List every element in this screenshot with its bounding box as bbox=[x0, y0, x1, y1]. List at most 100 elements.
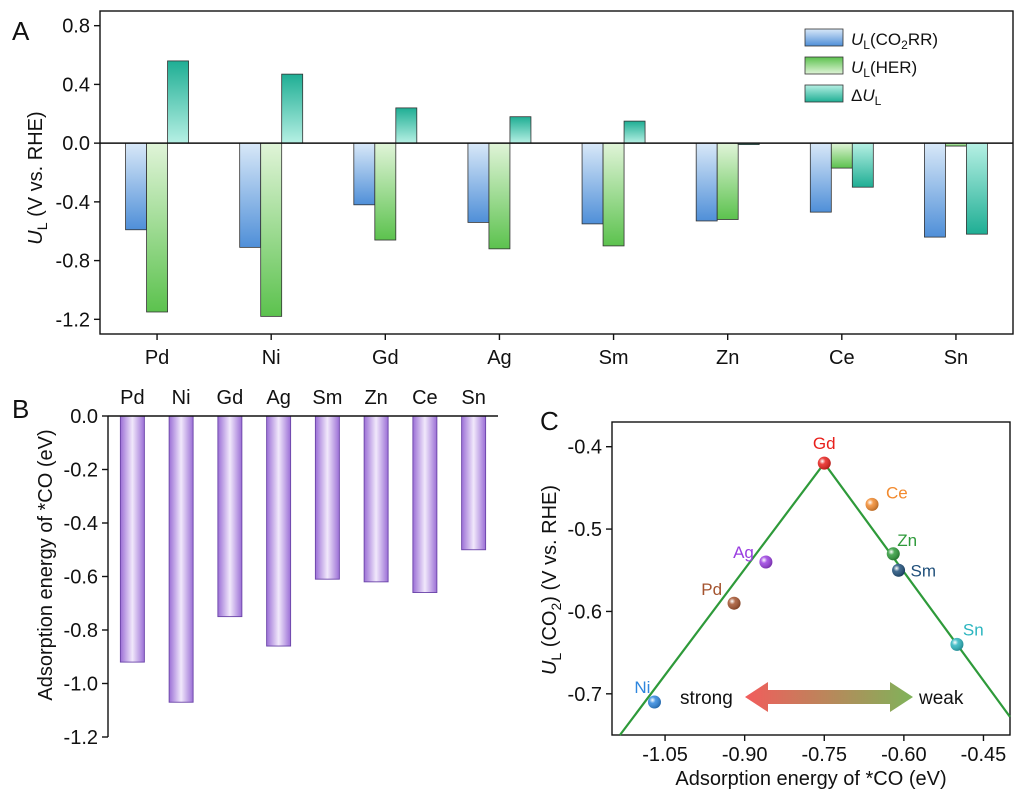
scatter-label-ce: Ce bbox=[886, 483, 908, 502]
panel-b-y-tick-label: -1.2 bbox=[64, 727, 98, 749]
panel-a-x-tick-label: Zn bbox=[716, 347, 739, 369]
panel-b-bar-ag bbox=[266, 415, 292, 647]
panel-c-x-tick-label: -1.05 bbox=[642, 744, 688, 766]
panel-b-bar-zn bbox=[363, 415, 389, 583]
panel-b-y-title: Adsorption energy of *CO (eV) bbox=[35, 429, 57, 700]
panel-b-category-label: Zn bbox=[364, 387, 387, 409]
panel-c-y-tick-label: -0.6 bbox=[568, 601, 602, 623]
panel-b-y-tick-label: -1.0 bbox=[64, 674, 98, 696]
panel-a-x-tick-label: Pd bbox=[145, 347, 169, 369]
panel-a-bar-ni-2 bbox=[281, 73, 304, 144]
panel-a-bar-ce-2 bbox=[851, 142, 874, 188]
panel-a-bar-pd-0 bbox=[125, 142, 147, 231]
panel-a-bar-pd-2 bbox=[167, 60, 189, 144]
scatter-point-shade bbox=[727, 596, 741, 610]
panel-b-category-label: Sn bbox=[461, 387, 485, 409]
panel-a-bar-sn-0 bbox=[924, 142, 946, 238]
arrow-label-strong: strong bbox=[680, 688, 733, 709]
legend-swatch-co2rr bbox=[804, 28, 844, 47]
panel-a-bar-sm-1 bbox=[602, 142, 625, 247]
panel-a-bar-sn-2 bbox=[966, 142, 988, 235]
panel-b-bar-gd bbox=[217, 415, 243, 618]
panel-c-y-tick-label: -0.5 bbox=[568, 519, 602, 541]
panel-a-bar-zn-1 bbox=[716, 142, 739, 220]
panel-b-bar-ce bbox=[412, 415, 438, 594]
panel-b-category-label: Ce bbox=[412, 387, 438, 409]
scatter-point-shade bbox=[817, 456, 831, 470]
strength-arrow: strong weak bbox=[680, 682, 964, 712]
panel-a-y-tick-label: 0.8 bbox=[62, 16, 90, 38]
panel-a-chart: 0.8 0.4 0.0 -0.4 -0.8 -1.2 Pd Ni Gd Ag Sm Zn Ce Sn U… bbox=[25, 10, 1014, 369]
panel-b-category-label: Ni bbox=[172, 387, 191, 409]
panel-a-y-tick-label: 0.4 bbox=[62, 74, 90, 96]
panel-letter-a: A bbox=[12, 16, 30, 46]
legend-label-her: UL(HER) bbox=[851, 58, 917, 80]
panel-a-x-tick-label: Sn bbox=[944, 347, 968, 369]
panel-b-chart: 0.0 -0.2 -0.4 -0.6 -0.8 -1.0 -1.2 Pd Ni Gd Ag Sm Zn… bbox=[35, 387, 498, 749]
panel-c-y-tick-label: -0.7 bbox=[568, 684, 602, 706]
panel-a-bar-ni-1 bbox=[260, 142, 283, 317]
panel-b-category-label: Sm bbox=[312, 387, 342, 409]
scatter-point-shade bbox=[950, 637, 964, 651]
panel-a-legend: UL(CO2RR) UL(HER) ΔUL bbox=[804, 28, 938, 108]
panel-a-x-tick-label: Gd bbox=[372, 347, 399, 369]
legend-label-co2rr: UL(CO2RR) bbox=[851, 30, 938, 52]
scatter-label-sm: Sm bbox=[911, 561, 937, 580]
panel-a-bar-sm-0 bbox=[581, 142, 604, 225]
panel-b-y-tick-label: -0.6 bbox=[64, 567, 98, 589]
panel-a-bar-ag-2 bbox=[509, 116, 532, 144]
panel-b-y-tick-label: -0.4 bbox=[64, 513, 98, 535]
double-arrow bbox=[745, 682, 913, 712]
panel-c-y-tick-label: -0.4 bbox=[568, 437, 602, 459]
panel-c-x-tick-label: -0.60 bbox=[881, 744, 927, 766]
panel-a-bar-gd-1 bbox=[374, 142, 397, 241]
panel-b-bar-sn bbox=[461, 415, 487, 551]
panel-c-x-tick-label: -0.45 bbox=[961, 744, 1007, 766]
panel-a-bar-gd-2 bbox=[395, 107, 418, 144]
panel-a-bar-ce-0 bbox=[809, 142, 832, 213]
scatter-label-ni: Ni bbox=[634, 678, 650, 697]
panel-b-category-label: Gd bbox=[217, 387, 244, 409]
panel-c-y-title: UL (CO2) (V vs. RHE) bbox=[539, 485, 564, 675]
panel-b-y-tick-label: 0.0 bbox=[70, 406, 98, 428]
scatter-label-ag: Ag bbox=[733, 543, 754, 562]
panel-a-bar-sm-2 bbox=[623, 120, 646, 144]
panel-b-bar-pd bbox=[119, 415, 145, 663]
panel-a-x-tick-label: Ag bbox=[487, 347, 511, 369]
panel-b-category-label: Ag bbox=[266, 387, 290, 409]
panel-a-x-tick-label: Sm bbox=[599, 347, 629, 369]
panel-c-x-tick-label: -0.90 bbox=[722, 744, 768, 766]
scatter-label-zn: Zn bbox=[897, 531, 917, 550]
panel-a-bar-zn-0 bbox=[695, 142, 718, 222]
panel-a-y-tick-label: 0.0 bbox=[62, 133, 90, 155]
scatter-label-pd: Pd bbox=[701, 580, 722, 599]
panel-a-bar-gd-0 bbox=[353, 142, 376, 206]
panel-b-y-tick-label: -0.8 bbox=[64, 620, 98, 642]
scatter-point-shade bbox=[886, 547, 900, 561]
panel-a-y-tick-label: -0.4 bbox=[56, 192, 90, 214]
panel-a-y-tick-label: -0.8 bbox=[56, 251, 90, 273]
legend-swatch-her bbox=[804, 56, 844, 75]
panel-a-bar-ce-1 bbox=[830, 142, 853, 169]
scatter-point-shade bbox=[892, 563, 906, 577]
legend-swatch-delta bbox=[804, 84, 844, 103]
scatter-point-shade bbox=[865, 497, 879, 511]
panel-a-x-tick-label: Ce bbox=[829, 347, 855, 369]
panel-a-bar-ni-0 bbox=[239, 142, 262, 248]
scatter-label-sn: Sn bbox=[963, 620, 984, 639]
panel-letter-b: B bbox=[12, 394, 29, 424]
panel-b-category-label: Pd bbox=[120, 387, 144, 409]
panel-b-bar-ni bbox=[168, 415, 194, 703]
scatter-point-shade bbox=[759, 555, 773, 569]
panel-c-x-tick-label: -0.75 bbox=[801, 744, 847, 766]
panel-b-y-tick-label: -0.2 bbox=[64, 460, 98, 482]
scatter-point-shade bbox=[647, 695, 661, 709]
panel-a-frame bbox=[99, 10, 1014, 335]
panel-c-chart: -1.05 -0.90 -0.75 -0.60 -0.45 -0.4 -0.5 -0.6 -0.… bbox=[539, 421, 1011, 790]
panel-b-bar-sm bbox=[314, 415, 340, 580]
panel-c-frame bbox=[611, 421, 1011, 736]
arrow-label-weak: weak bbox=[918, 688, 964, 709]
panel-a-y-tick-label: -1.2 bbox=[56, 309, 90, 331]
panel-a-bar-ag-1 bbox=[488, 142, 511, 250]
